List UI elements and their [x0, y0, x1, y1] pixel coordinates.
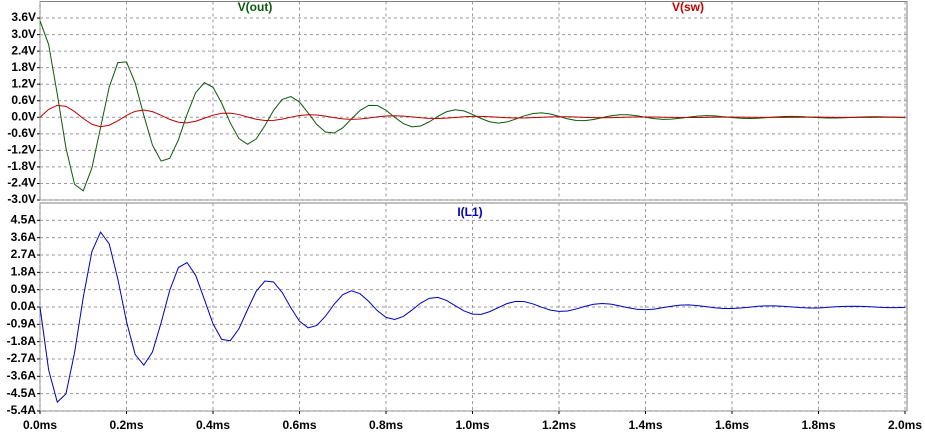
y-tick-label: -5.4A [7, 403, 37, 417]
y-tick-label: -1.8A [7, 334, 37, 348]
y-tick-label: -0.9A [7, 317, 37, 331]
legend-label: I(L1) [457, 205, 482, 219]
y-tick-label: 4.5A [11, 213, 37, 227]
x-tick-label: 2.0ms [888, 418, 922, 432]
y-tick-label: 0.0V [11, 109, 36, 123]
series-line [39, 104, 906, 128]
y-tick-label: -0.6V [7, 126, 36, 140]
x-tick-label: 0.6ms [282, 418, 316, 432]
legend-label: V(sw) [672, 0, 704, 14]
y-tick-label: -2.7A [7, 351, 37, 365]
x-tick-label: 1.8ms [801, 418, 835, 432]
x-tick-label: 1.6ms [715, 418, 749, 432]
y-tick-label: 1.2V [11, 76, 36, 90]
y-tick-label: 2.7A [11, 247, 37, 261]
x-tick-label: 0.0ms [23, 418, 57, 432]
x-tick-label: 1.4ms [628, 418, 662, 432]
y-tick-label: 3.0V [11, 27, 36, 41]
x-tick-label: 1.2ms [542, 418, 576, 432]
y-tick-label: -4.5A [7, 386, 37, 400]
x-tick-label: 0.2ms [109, 418, 143, 432]
y-tick-label: 1.8A [11, 265, 37, 279]
series-line [39, 231, 906, 404]
y-tick-label: -3.0V [7, 192, 36, 206]
y-tick-label: 3.6A [11, 230, 37, 244]
y-tick-label: -1.2V [7, 143, 36, 157]
legend-label: V(out) [238, 0, 273, 14]
y-tick-label: 3.6V [11, 10, 36, 24]
y-tick-label: 0.0A [11, 299, 37, 313]
x-tick-label: 0.4ms [196, 418, 230, 432]
x-tick-label: 0.8ms [369, 418, 403, 432]
y-tick-label: 0.6V [11, 93, 36, 107]
y-tick-label: 0.9A [11, 282, 37, 296]
y-tick-label: 2.4V [11, 43, 36, 57]
x-tick-label: 1.0ms [455, 418, 489, 432]
y-tick-label: 1.8V [11, 60, 36, 74]
y-tick-label: -1.8V [7, 159, 36, 173]
y-tick-label: -2.4V [7, 176, 36, 190]
y-tick-label: -3.6A [7, 369, 37, 383]
